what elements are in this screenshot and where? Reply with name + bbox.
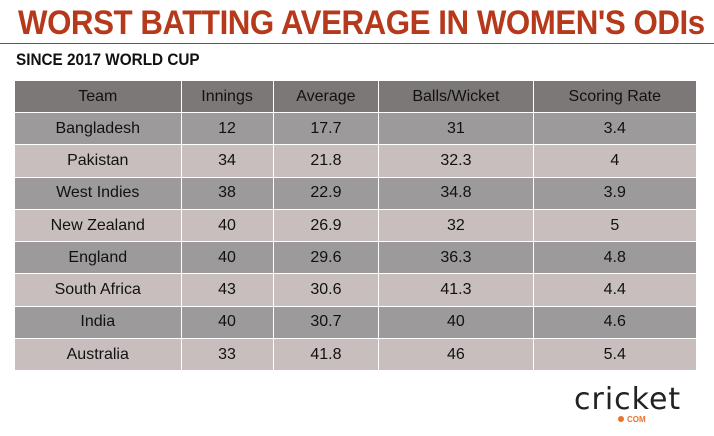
table-cell: 31 xyxy=(378,112,534,145)
table-cell: 22.9 xyxy=(273,177,380,210)
table-cell: 12 xyxy=(181,112,274,145)
table-row: South Africa 43 30.6 41.3 4.4 xyxy=(15,273,696,307)
table-cell: West Indies xyxy=(15,177,182,210)
table-row: Bangladesh 12 17.7 31 3.4 xyxy=(15,112,696,145)
table-cell: 17.7 xyxy=(273,112,380,145)
stats-table: Team Innings Average Balls/Wicket Scoring Ra… xyxy=(15,81,696,371)
table-cell: 40 xyxy=(181,209,274,242)
table-cell: India xyxy=(15,306,182,339)
column-header: Innings xyxy=(181,81,274,113)
table-cell: Bangladesh xyxy=(15,112,182,145)
table-cell: England xyxy=(15,241,182,274)
column-header: Average xyxy=(273,81,380,113)
table-cell: 3.9 xyxy=(533,177,696,210)
table-cell: 5 xyxy=(533,209,696,242)
table-cell: 4 xyxy=(533,144,696,178)
table-row: Australia 33 41.8 46 5.4 xyxy=(15,338,696,371)
table-cell: 26.9 xyxy=(273,209,380,242)
table-cell: 5.4 xyxy=(533,338,696,371)
table-cell: Pakistan xyxy=(15,144,182,178)
table-cell: 34 xyxy=(181,144,274,178)
table-cell: 46 xyxy=(378,338,534,371)
table-row: New Zealand 40 26.9 32 5 xyxy=(15,209,696,242)
table-cell: South Africa xyxy=(15,273,182,307)
column-header: Balls/Wicket xyxy=(378,81,534,113)
table-cell: 32 xyxy=(378,209,534,242)
column-header: Team xyxy=(15,81,182,113)
table-row: Pakistan 34 21.8 32.3 4 xyxy=(15,144,696,178)
table-row: West Indies 38 22.9 34.8 3.9 xyxy=(15,177,696,210)
table-cell: 4.4 xyxy=(533,273,696,307)
table-cell: 32.3 xyxy=(378,144,534,178)
table-cell: 40 xyxy=(378,306,534,339)
table-cell: 34.8 xyxy=(378,177,534,210)
table-cell: 38 xyxy=(181,177,274,210)
table-cell: 40 xyxy=(181,241,274,274)
table-cell: 41.3 xyxy=(378,273,534,307)
table-cell: 40 xyxy=(181,306,274,339)
table-cell: 33 xyxy=(181,338,274,371)
chart-subtitle: SINCE 2017 WORLD CUP xyxy=(16,50,200,69)
table-row: England 40 29.6 36.3 4.8 xyxy=(15,241,696,274)
table-header-row: Team Innings Average Balls/Wicket Scoring Ra… xyxy=(15,81,696,113)
cricket-com-logo: cricket COM xyxy=(574,382,682,424)
logo-word: cricket xyxy=(574,382,682,417)
table-row: India 40 30.7 40 4.6 xyxy=(15,306,696,339)
table-cell: 4.8 xyxy=(533,241,696,274)
table-cell: 3.4 xyxy=(533,112,696,145)
table-cell: 4.6 xyxy=(533,306,696,339)
logo-suffix: COM xyxy=(618,415,646,424)
table-cell: 30.6 xyxy=(273,273,380,307)
table-cell: 43 xyxy=(181,273,274,307)
title-divider xyxy=(0,43,714,44)
chart-title: WORST BATTING AVERAGE IN WOMEN'S ODIs xyxy=(18,4,705,42)
column-header: Scoring Rate xyxy=(533,81,696,113)
table-cell: 29.6 xyxy=(273,241,380,274)
table-cell: 21.8 xyxy=(273,144,380,178)
table-cell: 41.8 xyxy=(273,338,380,371)
table-cell: New Zealand xyxy=(15,209,182,242)
table-cell: 30.7 xyxy=(273,306,380,339)
table-cell: Australia xyxy=(15,338,182,371)
table-cell: 36.3 xyxy=(378,241,534,274)
